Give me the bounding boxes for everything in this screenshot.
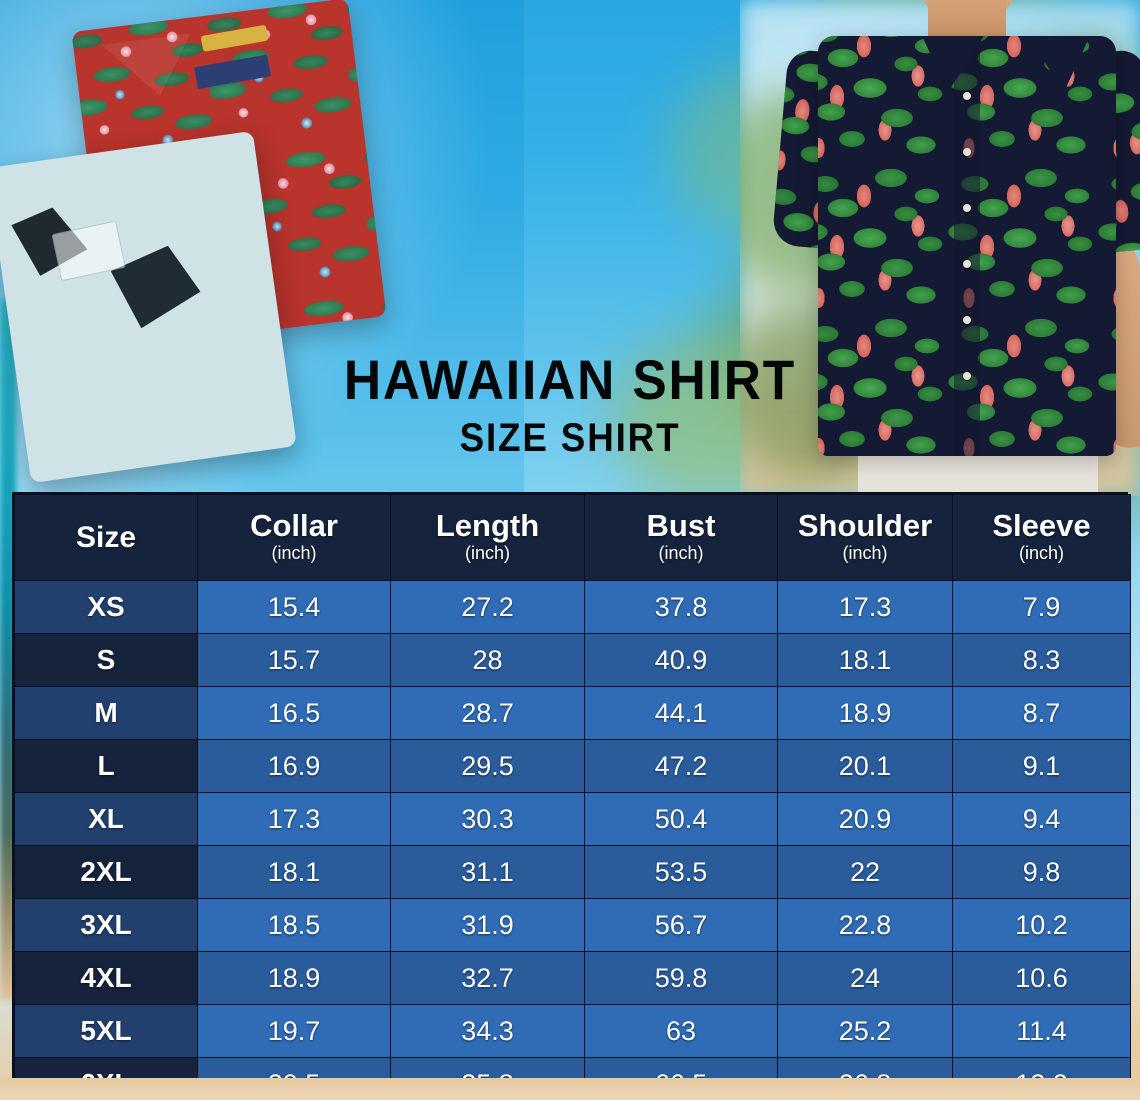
table-row: 3XL 18.5 31.9 56.7 22.8 10.2 xyxy=(14,898,1131,952)
shirt-torso xyxy=(818,36,1116,456)
cell-length: 28 xyxy=(390,633,585,687)
column-header-unit: (inch) xyxy=(658,543,704,564)
cell-shoulder: 18.9 xyxy=(777,686,953,740)
cell-shoulder: 22.8 xyxy=(777,898,953,952)
cell-bust: 40.9 xyxy=(584,633,778,687)
cell-size: S xyxy=(14,633,198,687)
cell-sleeve: 11.4 xyxy=(952,1004,1131,1058)
column-header-unit: (inch) xyxy=(464,543,510,564)
table-row: L 16.9 29.5 47.2 20.1 9.1 xyxy=(14,739,1131,793)
cell-size: 2XL xyxy=(14,845,198,899)
cell-collar: 15.4 xyxy=(197,580,391,634)
cell-sleeve: 8.3 xyxy=(952,633,1131,687)
cell-collar: 18.5 xyxy=(197,898,391,952)
cell-sleeve: 8.7 xyxy=(952,686,1131,740)
table-row: S 15.7 28 40.9 18.1 8.3 xyxy=(14,633,1131,687)
table-row: 5XL 19.7 34.3 63 25.2 11.4 xyxy=(14,1004,1131,1058)
cell-size: XS xyxy=(14,580,198,634)
shirt-button xyxy=(963,372,971,380)
cell-size: 5XL xyxy=(14,1004,198,1058)
cell-bust: 59.8 xyxy=(584,951,778,1005)
cell-shoulder: 24 xyxy=(777,951,953,1005)
table-row: XS 15.4 27.2 37.8 17.3 7.9 xyxy=(14,580,1131,634)
shirt-button xyxy=(963,204,971,212)
column-header-length: Length (inch) xyxy=(390,494,585,581)
cell-size: M xyxy=(14,686,198,740)
model-wearing-hawaiian-shirt-photo xyxy=(740,0,1140,496)
cell-collar: 16.5 xyxy=(197,686,391,740)
cell-size: 3XL xyxy=(14,898,198,952)
column-header-unit: (inch) xyxy=(842,543,888,564)
cell-shoulder: 20.9 xyxy=(777,792,953,846)
cell-size: XL xyxy=(14,792,198,846)
cell-shoulder: 20.1 xyxy=(777,739,953,793)
cell-length: 29.5 xyxy=(390,739,585,793)
cell-collar: 18.9 xyxy=(197,951,391,1005)
column-header-label: Size xyxy=(75,520,137,554)
cell-collar: 17.3 xyxy=(197,792,391,846)
cell-sleeve: 10.2 xyxy=(952,898,1131,952)
cell-bust: 56.7 xyxy=(584,898,778,952)
cell-length: 34.3 xyxy=(390,1004,585,1058)
shirt-button xyxy=(963,148,971,156)
column-header-label: Bust xyxy=(646,507,716,543)
cell-length: 28.7 xyxy=(390,686,585,740)
column-header-label: Sleeve xyxy=(992,507,1091,543)
cell-length: 31.1 xyxy=(390,845,585,899)
column-header-unit: (inch) xyxy=(1018,543,1064,564)
table-row: M 16.5 28.7 44.1 18.9 8.7 xyxy=(14,686,1131,740)
column-header-collar: Collar (inch) xyxy=(197,494,391,581)
blue-hibiscus-folded-shirt xyxy=(0,130,297,484)
cell-sleeve: 9.4 xyxy=(952,792,1131,846)
cell-length: 30.3 xyxy=(390,792,585,846)
table-row: 2XL 18.1 31.1 53.5 22 9.8 xyxy=(14,845,1131,899)
cell-sleeve: 9.8 xyxy=(952,845,1131,899)
cell-length: 27.2 xyxy=(390,580,585,634)
cell-bust: 53.5 xyxy=(584,845,778,899)
cell-sleeve: 10.6 xyxy=(952,951,1131,1005)
column-header-label: Shoulder xyxy=(797,507,933,543)
cell-shoulder: 17.3 xyxy=(777,580,953,634)
column-header-shoulder: Shoulder (inch) xyxy=(777,494,953,581)
cell-length: 32.7 xyxy=(390,951,585,1005)
cell-bust: 37.8 xyxy=(584,580,778,634)
size-chart-table: Size Collar (inch) Length (inch) Bust (i… xyxy=(14,494,1131,1100)
cell-bust: 63 xyxy=(584,1004,778,1058)
cell-size: 4XL xyxy=(14,951,198,1005)
cell-bust: 44.1 xyxy=(584,686,778,740)
folded-shirts-photo xyxy=(0,0,400,490)
size-chart-table-container: Size Collar (inch) Length (inch) Bust (i… xyxy=(12,492,1131,1100)
cell-collar: 16.9 xyxy=(197,739,391,793)
column-header-sleeve: Sleeve (inch) xyxy=(952,494,1131,581)
column-header-size: Size xyxy=(14,494,198,581)
table-row: XL 17.3 30.3 50.4 20.9 9.4 xyxy=(14,792,1131,846)
column-header-bust: Bust (inch) xyxy=(584,494,778,581)
shirt-button xyxy=(963,92,971,100)
cell-collar: 18.1 xyxy=(197,845,391,899)
cell-shoulder: 25.2 xyxy=(777,1004,953,1058)
cell-size: L xyxy=(14,739,198,793)
shirt-button-placket xyxy=(954,36,980,456)
cell-bust: 50.4 xyxy=(584,792,778,846)
table-header: Size Collar (inch) Length (inch) Bust (i… xyxy=(14,494,1131,581)
table-row: 4XL 18.9 32.7 59.8 24 10.6 xyxy=(14,951,1131,1005)
table-body: XS 15.4 27.2 37.8 17.3 7.9 S 15.7 28 40.9 18.1 8.3 M… xyxy=(14,580,1131,1100)
shirt-button xyxy=(963,316,971,324)
cell-collar: 15.7 xyxy=(197,633,391,687)
cell-collar: 19.7 xyxy=(197,1004,391,1058)
column-header-unit: (inch) xyxy=(271,543,317,564)
cell-shoulder: 22 xyxy=(777,845,953,899)
cell-length: 31.9 xyxy=(390,898,585,952)
column-header-label: Length xyxy=(435,507,540,543)
header-row: Size Collar (inch) Length (inch) Bust (i… xyxy=(14,494,1131,581)
cell-sleeve: 9.1 xyxy=(952,739,1131,793)
cell-shoulder: 18.1 xyxy=(777,633,953,687)
beach-sand-strip xyxy=(0,1078,1140,1100)
cell-sleeve: 7.9 xyxy=(952,580,1131,634)
cell-bust: 47.2 xyxy=(584,739,778,793)
column-header-label: Collar xyxy=(250,507,338,543)
shirt-button xyxy=(963,260,971,268)
